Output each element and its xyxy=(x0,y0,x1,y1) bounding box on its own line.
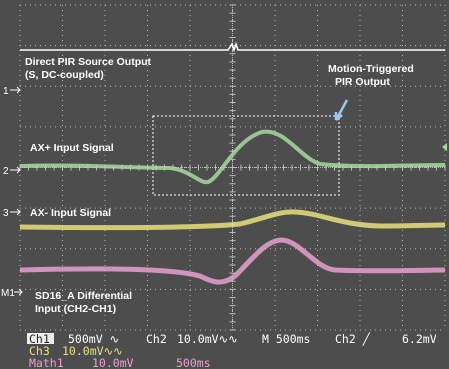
marker: M1 xyxy=(1,288,15,299)
status-text: M 500ms xyxy=(262,332,310,346)
marker: 2 xyxy=(3,166,9,177)
status-text: 500ms xyxy=(176,356,211,369)
scope-screen: Direct PIR Source Output (S, DC-coupled)… xyxy=(0,0,449,369)
label: Direct PIR Source Output xyxy=(25,56,152,68)
marker: 3 xyxy=(3,208,9,219)
label: PIR Output xyxy=(335,76,390,88)
label: SD16_A Differential xyxy=(35,290,132,302)
status-text: 10.0mV∿∿ xyxy=(177,332,238,346)
status-text: Ch2 xyxy=(146,332,167,346)
status-text: Ch2 ╱ xyxy=(335,332,371,346)
marker: 1 xyxy=(3,86,9,97)
status-text: 6.2mV xyxy=(402,332,437,346)
label: Motion-Triggered xyxy=(328,63,414,75)
label: (S, DC-coupled) xyxy=(25,69,104,81)
status-text: 10.0mV xyxy=(92,356,134,369)
status-text: Math1 xyxy=(29,356,64,369)
label: AX- Input Signal xyxy=(30,207,111,219)
label: AX+ Input Signal xyxy=(30,142,114,154)
label: Input (CH2-CH1) xyxy=(35,303,116,315)
